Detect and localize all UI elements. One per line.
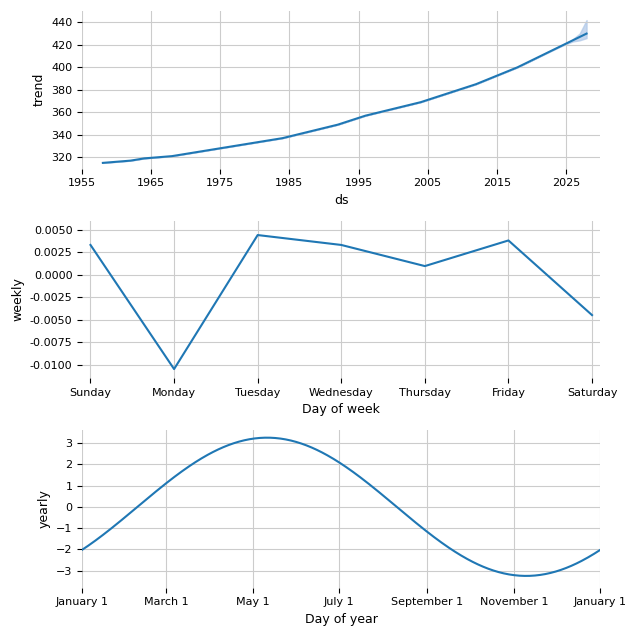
Y-axis label: weekly: weekly [11, 278, 24, 321]
X-axis label: Day of year: Day of year [305, 613, 378, 626]
Y-axis label: yearly: yearly [38, 489, 50, 528]
X-axis label: Day of week: Day of week [302, 403, 380, 417]
Y-axis label: trend: trend [33, 73, 45, 106]
X-axis label: ds: ds [334, 194, 348, 207]
